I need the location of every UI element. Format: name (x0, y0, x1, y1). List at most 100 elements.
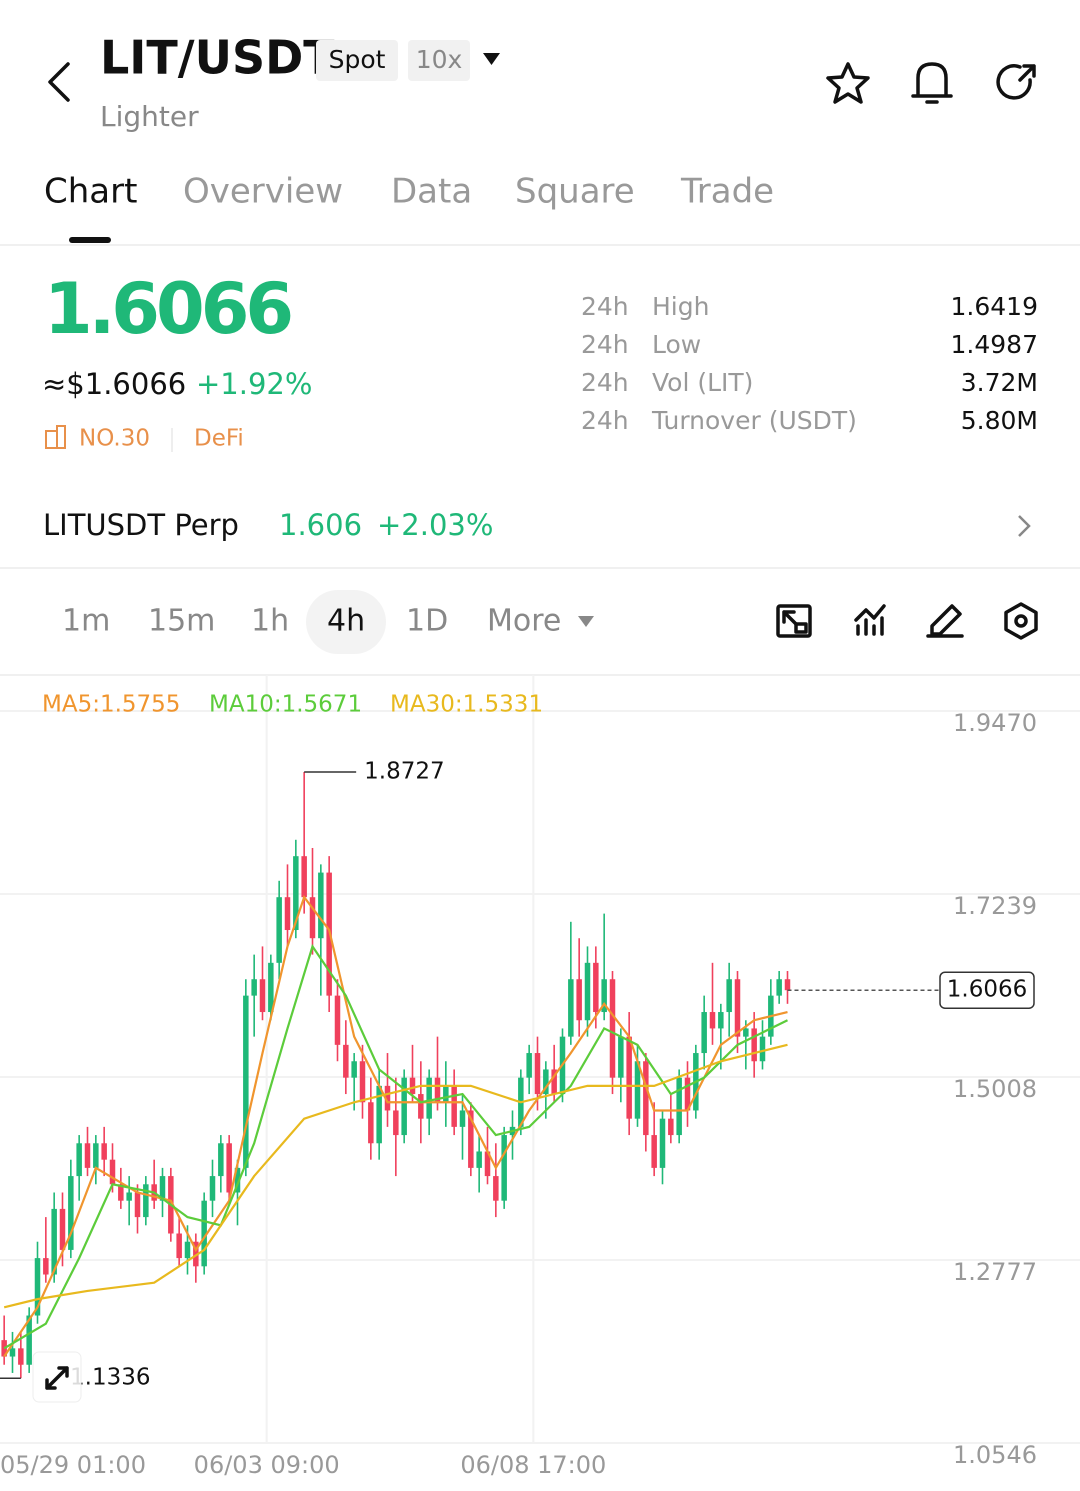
interval[interactable]: 15m (148, 604, 215, 639)
candle-body (751, 1028, 757, 1062)
candlestick-chart: 1.9470 1.7239 1.5008 1.2777 1.0546 05/29 01:0… (0, 675, 1080, 1479)
interval[interactable]: 1D (406, 604, 448, 639)
candle-body (776, 979, 782, 996)
candle-body (601, 979, 607, 1013)
candle-body (468, 1110, 474, 1168)
candle-body (426, 1077, 432, 1119)
rank-icon (45, 430, 58, 449)
candle-body (193, 1241, 199, 1267)
high-marker-label: 1.8727 (364, 758, 444, 784)
tab[interactable]: Data (391, 172, 472, 212)
tool-icon[interactable] (1004, 602, 1038, 640)
tag: Spot (329, 45, 386, 74)
stat-period: 24h (581, 292, 629, 321)
rank[interactable]: NO.30 (79, 426, 150, 452)
dropdown-arrow[interactable] (483, 53, 500, 65)
candle-body (418, 1094, 424, 1119)
candle-body (626, 1036, 632, 1119)
stat-period: 24h (581, 330, 629, 359)
stat-label: Turnover (USDT) (651, 406, 857, 435)
perp-price: 1.606 (279, 508, 362, 542)
legend-entry: MA5:1.5755 (42, 692, 180, 718)
low-marker-label: 1.1336 (70, 1365, 150, 1391)
candle-body (734, 979, 741, 1037)
candle-body (43, 1258, 49, 1275)
candle-body (709, 1012, 716, 1029)
ma-line (3, 894, 788, 1358)
candle-body (618, 1036, 624, 1078)
candle-body (201, 1200, 207, 1267)
share-icon[interactable] (996, 64, 1036, 100)
candle-body (209, 1176, 216, 1201)
candle-body (93, 1143, 99, 1168)
candle-body (401, 1077, 407, 1136)
candle-body (1, 1340, 7, 1357)
tool-icon[interactable] (926, 604, 964, 638)
stat-label: Vol (LIT) (652, 368, 753, 397)
intervals: 1m 15m 1h 4h 1D More (62, 604, 561, 639)
tab[interactable]: Square (515, 172, 635, 212)
candle-body (334, 995, 341, 1045)
candle-body (268, 962, 274, 1013)
candle-body (59, 1208, 66, 1250)
tool-icon[interactable] (854, 604, 886, 636)
candle-body (743, 1028, 749, 1037)
interval[interactable]: More (487, 604, 561, 639)
stat-period: 24h (581, 368, 629, 397)
candle-body (659, 1118, 666, 1168)
tab[interactable]: Overview (183, 172, 343, 212)
tab[interactable]: Trade (680, 172, 774, 212)
dropdown-arrow[interactable] (578, 616, 594, 627)
tabs: Chart Overview Data Square Trade (44, 172, 774, 212)
expand-icon[interactable] (45, 1366, 69, 1390)
candle-body (451, 1085, 457, 1127)
candle-body (184, 1241, 191, 1259)
candle-body (51, 1208, 57, 1275)
candle-body (443, 1085, 449, 1103)
usd-price: ≈$1.6066 (42, 367, 186, 401)
candle-body (309, 897, 316, 939)
candle-body (76, 1143, 82, 1177)
back-button[interactable] (48, 62, 70, 102)
pair-name: Lighter (100, 100, 199, 133)
tab[interactable]: Chart (44, 172, 137, 212)
sector[interactable]: DeFi (194, 426, 244, 452)
y-tick-label: 1.5008 (953, 1075, 1037, 1103)
tag-bg (316, 40, 398, 81)
stat-label: Low (652, 330, 701, 359)
candle-body (484, 1151, 491, 1177)
y-tick-label: 1.7239 (953, 892, 1037, 920)
candle-body (684, 1077, 691, 1111)
candle-body (784, 979, 791, 991)
candle-body (476, 1151, 482, 1168)
candle-body (434, 1077, 441, 1103)
chevron[interactable] (1018, 515, 1031, 537)
perp-name[interactable]: LITUSDT Perp (43, 508, 239, 542)
favorite-icon[interactable] (826, 62, 870, 104)
alert-icon[interactable] (911, 62, 953, 104)
tag[interactable]: 10x (416, 45, 463, 74)
candle-body (676, 1077, 682, 1136)
candle-body (543, 1069, 549, 1095)
candle-body (18, 1348, 24, 1365)
stat-value: 3.72M (961, 368, 1038, 397)
interval[interactable]: 4h (327, 604, 365, 639)
candle-body (668, 1118, 674, 1136)
y-tick-label: 1.0546 (953, 1441, 1037, 1469)
candle-body (584, 962, 591, 1021)
legend-entry: MA30:1.5331 (390, 692, 543, 718)
tool-icon[interactable] (776, 604, 812, 638)
tab-underline (69, 237, 111, 243)
candle-body (551, 1069, 557, 1095)
candle-body (251, 979, 257, 996)
interval[interactable]: 1h (251, 604, 289, 639)
interval[interactable]: 1m (62, 604, 110, 639)
y-tick-label: 1.9470 (953, 709, 1037, 737)
candle-body (651, 1135, 657, 1168)
candle-body (493, 1176, 499, 1201)
stat-label: High (652, 292, 709, 321)
x-tick-label: 06/03 09:00 (194, 1451, 340, 1479)
perp-change: +2.03% (377, 508, 493, 542)
candle-body (393, 1110, 399, 1136)
